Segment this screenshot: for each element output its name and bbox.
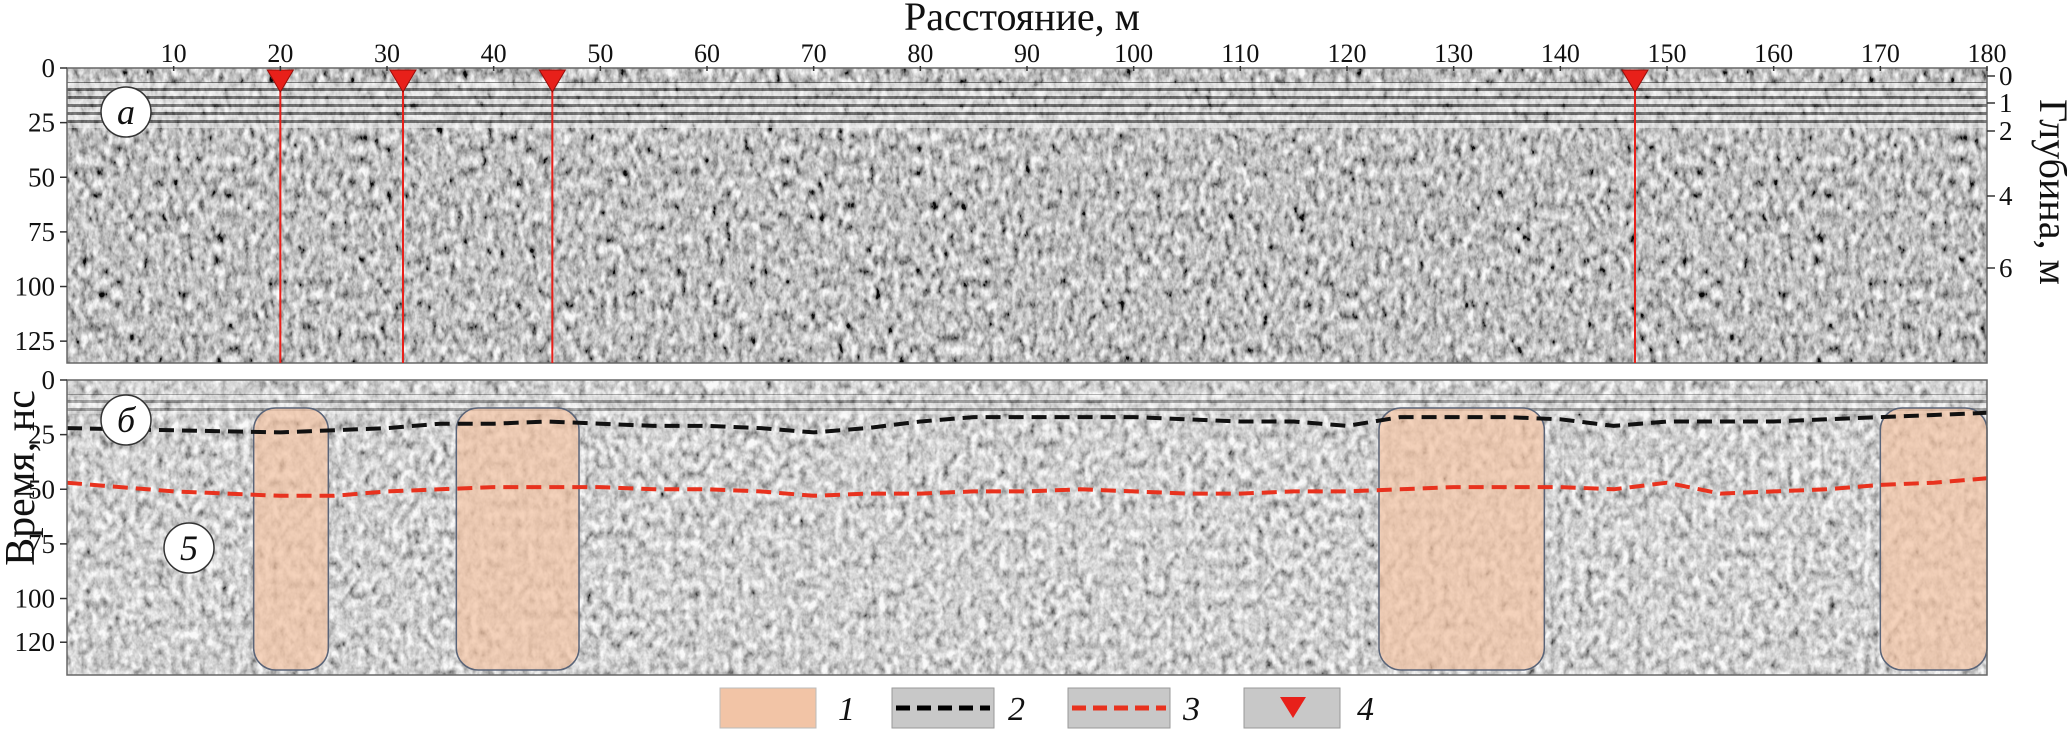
x-tick-label: 20 <box>267 39 293 68</box>
panel-b-frame <box>66 379 1988 676</box>
x-tick-label: 90 <box>1014 39 1040 68</box>
panel-a-time-tick-label: 50 <box>28 162 55 192</box>
panel-b-texture <box>67 380 1987 675</box>
x-axis-title: Расстояние, м <box>904 0 1140 39</box>
x-tick-label: 150 <box>1648 39 1687 68</box>
zone-rect <box>455 407 580 671</box>
panel-b-time-tick-label: 75 <box>28 529 55 559</box>
marker-5-label: 5 <box>163 522 215 574</box>
panel-b-time-tick-label: 50 <box>28 474 55 504</box>
x-tick-label: 100 <box>1114 39 1153 68</box>
x-tick-label: 40 <box>481 39 507 68</box>
x-tick-label: 30 <box>374 39 400 68</box>
x-tick-label: 180 <box>1968 39 2007 68</box>
panel-a-time-tick-label: 0 <box>42 53 56 83</box>
legend-item-3: 3 <box>1067 687 1200 729</box>
legend-label-4: 4 <box>1357 691 1374 728</box>
x-axis-ticks: 10 20 30 40 50 60 70 80 90 100 110 120 130 140 150 160 1… <box>161 39 2007 71</box>
black-dashed-line <box>66 410 1988 435</box>
panel-b-label-circle <box>100 394 152 446</box>
panel-a-label: а <box>100 86 152 138</box>
legend-item-4: 4 <box>1243 687 1374 729</box>
panel-a-near-surface-layers <box>67 82 1987 128</box>
panel-b-time-tick-label: 120 <box>15 627 56 657</box>
marker-5-text: 5 <box>180 528 198 568</box>
legend-swatch-red-triangle-icon <box>1280 697 1306 718</box>
depth-tick-label: 6 <box>1999 253 2013 283</box>
marker-5-circle <box>163 522 215 574</box>
panel-a-time-tick-label: 75 <box>28 217 55 247</box>
panel-b-time-tick-label: 100 <box>15 584 56 614</box>
depth-tick-label: 2 <box>1999 116 2013 146</box>
legend-label-3: 3 <box>1182 691 1200 728</box>
panel-b-zones <box>252 407 1988 671</box>
panel-b-label: б <box>100 394 152 446</box>
panel-b-label-text: б <box>117 400 137 440</box>
panel-a-time-tick-label: 25 <box>28 108 55 138</box>
legend-label-1: 1 <box>838 691 855 728</box>
panel-b-time-tick-label: 25 <box>28 420 55 450</box>
panel-b-lines <box>66 410 1988 498</box>
depth-tick-label: 1 <box>1999 88 2013 118</box>
zone-rect <box>1378 407 1546 671</box>
marker-triangle-icon <box>1621 69 1649 93</box>
x-tick-label: 140 <box>1541 39 1580 68</box>
panel-b-near-surface-layers <box>67 394 1987 414</box>
x-tick-label: 10 <box>161 39 187 68</box>
x-tick-label: 60 <box>694 39 720 68</box>
legend-swatch-zone <box>719 687 817 729</box>
legend: 1 2 3 4 <box>719 687 1374 729</box>
depth-axis-title: Глубина, м <box>2031 99 2067 285</box>
x-tick-label: 120 <box>1328 39 1367 68</box>
depth-tick-label: 0 <box>1999 61 2013 91</box>
panel-a-time-tick-label: 100 <box>15 272 56 302</box>
x-tick-label: 160 <box>1754 39 1793 68</box>
panel-a-label-circle <box>100 86 152 138</box>
y-axis-title: Время, нс <box>0 390 44 566</box>
x-tick-label: 110 <box>1221 39 1259 68</box>
panel-b-time-ticks: 0 25 50 75 100 120 <box>15 365 67 657</box>
depth-axis-ticks: 012 4 6 <box>1987 61 2013 283</box>
x-tick-label: 170 <box>1861 39 1900 68</box>
x-tick-label: 70 <box>801 39 827 68</box>
red-dashed-line <box>66 476 1988 498</box>
panel-a-markers <box>266 69 1649 363</box>
panel-b-time-tick-label: 0 <box>42 365 56 395</box>
panel-a-time-tick-label: 125 <box>15 326 56 356</box>
zone-rect <box>252 407 330 671</box>
panel-b <box>66 379 1988 676</box>
zone-rect <box>1879 407 1988 671</box>
depth-tick-label: 4 <box>1999 181 2013 211</box>
legend-item-1: 1 <box>719 687 855 729</box>
marker-triangle-icon <box>389 69 417 93</box>
panel-a-time-ticks: 0 25 50 75 100 125 <box>15 53 67 356</box>
marker-triangle-icon <box>538 69 567 93</box>
panel-a-label-text: а <box>117 92 135 132</box>
x-tick-label: 50 <box>587 39 613 68</box>
x-tick-label: 80 <box>907 39 933 68</box>
legend-label-2: 2 <box>1008 691 1025 728</box>
panel-a <box>66 67 1988 364</box>
legend-item-2: 2 <box>891 687 1025 729</box>
x-tick-label: 130 <box>1434 39 1473 68</box>
